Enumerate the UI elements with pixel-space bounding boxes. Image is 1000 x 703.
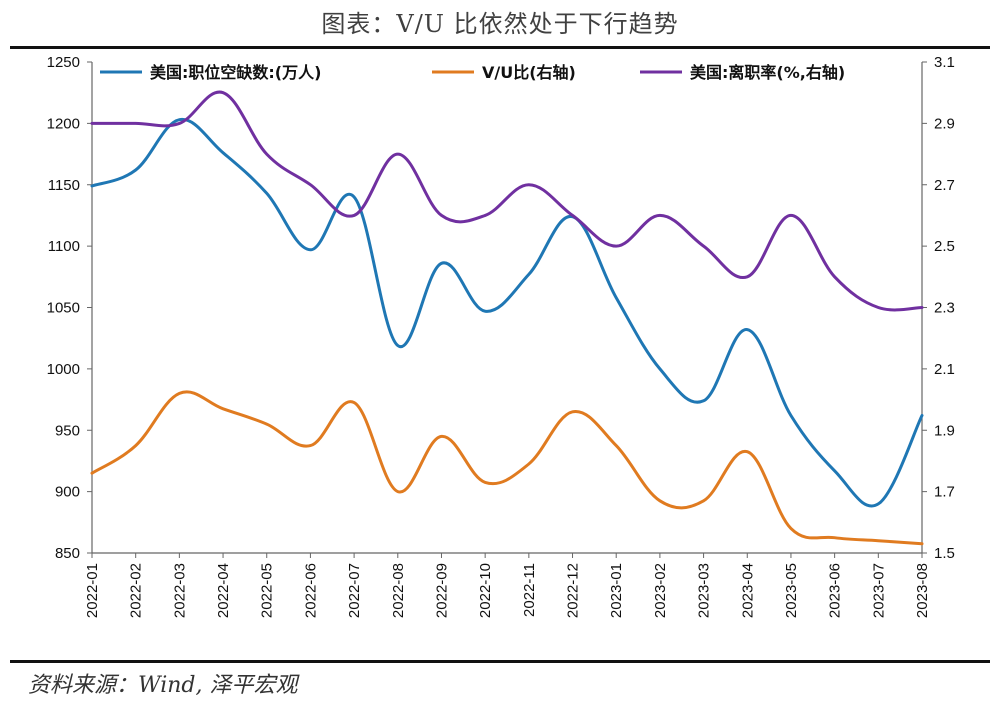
right-tick-label: 2.1 [934,361,955,378]
job-openings-line [90,118,924,508]
x-tick-label: 2022-01 [84,563,101,618]
right-tick-label: 2.3 [934,300,955,317]
x-tick-label: 2022-09 [433,563,450,618]
vu-ratio-line [90,390,924,546]
x-tick-label: 2022-10 [477,563,494,618]
x-tick-label: 2023-06 [827,563,844,618]
x-tick-label: 2022-05 [259,563,276,618]
left-tick-label: 1050 [47,300,80,317]
x-tick-label: 2023-03 [696,563,713,618]
right-tick-label: 3.1 [934,54,955,71]
left-tick-label: 1150 [48,177,80,194]
x-tick-label: 2022-08 [390,563,407,618]
x-tick-label: 2023-07 [870,563,887,618]
right-tick-label: 1.9 [934,422,955,439]
chart-title: 图表：V/U 比依然处于下行趋势 [321,10,679,38]
left-tick-label: 850 [55,545,80,562]
x-tick-label: 2022-04 [215,563,232,618]
legend-item-job-openings-label: 美国:职位空缺数:(万人) [150,63,321,82]
axes: 850 900 950 1000 1050 1100 1150 1200 1250 1.5 1.7 1… [47,54,955,618]
x-tick-label: 2022-06 [302,563,319,618]
line-chart: 850 900 950 1000 1050 1100 1150 1200 1250 1.5 1.7 1… [47,54,955,618]
top-rule [10,46,990,49]
x-tick-label: 2023-02 [652,563,669,618]
x-tick-label: 2022-03 [171,563,188,618]
left-tick-label: 1200 [47,115,80,132]
x-tick-label: 2023-01 [608,563,625,618]
right-tick-label: 1.7 [934,484,955,501]
x-tick-label: 2023-04 [739,563,756,618]
left-tick-label: 950 [55,422,80,439]
right-tick-label: 2.9 [934,115,955,132]
legend-item-quits-rate-label: 美国:离职率(%,右轴) [690,63,845,82]
x-tick-label: 2022-07 [346,563,363,618]
left-tick-label: 1100 [48,238,80,255]
series-lines [90,90,924,546]
quits-rate-line [90,90,924,312]
right-tick-label: 2.5 [934,238,955,255]
right-tick-label: 1.5 [934,545,955,562]
x-tick-label: 2023-05 [783,563,800,618]
bottom-rule [10,660,990,663]
x-tick-label: 2023-08 [914,563,931,618]
x-tick-label: 2022-02 [128,563,145,618]
left-tick-label: 1000 [47,361,80,378]
source-note: 资料来源：Wind, 泽平宏观 [28,673,298,698]
left-tick-label: 1250 [47,54,80,71]
legend-item-vu-ratio-label: V/U比(右轴) [482,63,576,82]
legend: 美国:职位空缺数:(万人) V/U比(右轴) 美国:离职率(%,右轴) [100,63,845,82]
x-tick-label: 2022-12 [565,563,582,618]
left-tick-label: 900 [55,484,80,501]
right-tick-label: 2.7 [934,177,955,194]
x-tick-label: 2022-11 [521,563,538,617]
